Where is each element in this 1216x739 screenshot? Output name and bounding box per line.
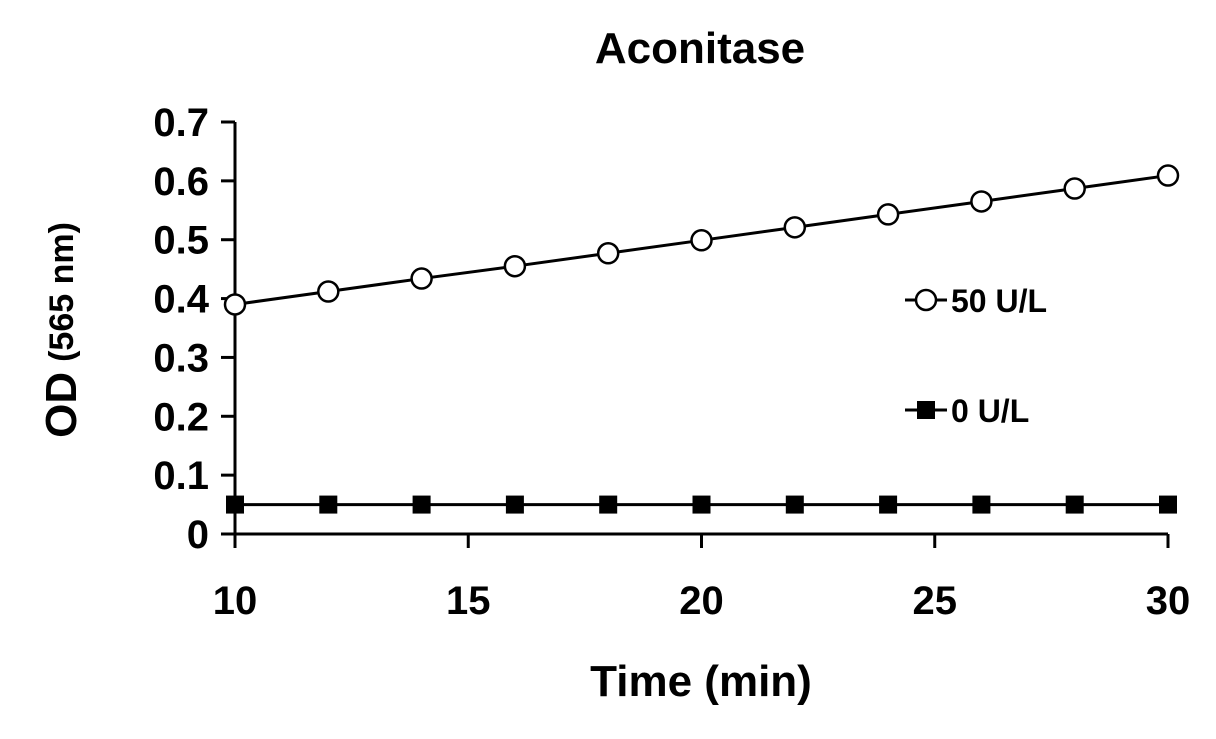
x-tick-label: 20 [679,579,724,623]
x-tick-label: 30 [1146,579,1191,623]
data-point [223,293,247,316]
data-point [1156,164,1180,187]
data-point [970,190,993,213]
x-tick-label: 25 [913,579,958,623]
data-point [1065,495,1084,514]
data-point [599,495,618,514]
legend-marker [914,288,938,312]
data-point [226,495,244,514]
y-tick-label: 0.7 [153,101,209,145]
data-point [1159,495,1177,514]
legend-label: 50 U/L [951,283,1047,319]
y-tick-label: 0.6 [153,160,209,204]
legend-item-1: 50 U/L [905,283,1047,319]
y-axis-label-main: OD [37,372,86,438]
data-point [783,216,807,239]
data-point [410,267,433,290]
data-point [412,495,431,514]
legend-marker [917,401,935,419]
data-point [596,242,620,265]
y-tick-label: 0.2 [153,395,209,439]
y-tick-label: 0.4 [153,278,209,322]
data-point [879,495,898,514]
series-layer [223,164,1180,514]
y-tick-label: 0.3 [153,336,209,380]
chart-title: Aconitase [595,24,805,73]
legend-label: 0 U/L [951,393,1029,429]
y-axis-label-unit: (565 nm) [43,222,81,362]
x-tick-label: 15 [446,579,491,623]
x-axis-label: Time (min) [590,657,812,706]
legend: 50 U/L 0 U/L [905,283,1047,429]
y-tick-label: 0.5 [153,219,209,263]
axes [233,122,1168,536]
y-ticks: 0 0.1 0.2 0.3 0.4 0.5 0.6 0.7 [153,101,235,557]
series-2 [226,495,1177,514]
x-ticks: 10 15 20 25 30 [213,534,1191,623]
x-tick-label: 10 [213,579,258,623]
data-point [692,495,711,514]
data-point [690,229,713,252]
data-point [317,280,340,303]
data-point [503,254,527,278]
data-point [876,203,900,226]
data-point [319,495,338,514]
data-point [505,495,524,514]
y-axis-label: OD (565 nm) [37,222,86,438]
data-point [785,495,804,514]
svg-text:OD(565 nm): OD (565 nm) [37,222,86,438]
y-tick-label: 0.1 [153,454,209,498]
data-point [972,495,991,514]
y-tick-label: 0 [187,513,209,557]
legend-item-2: 0 U/L [905,393,1029,429]
data-point [1063,177,1086,200]
series-1 [223,164,1180,316]
